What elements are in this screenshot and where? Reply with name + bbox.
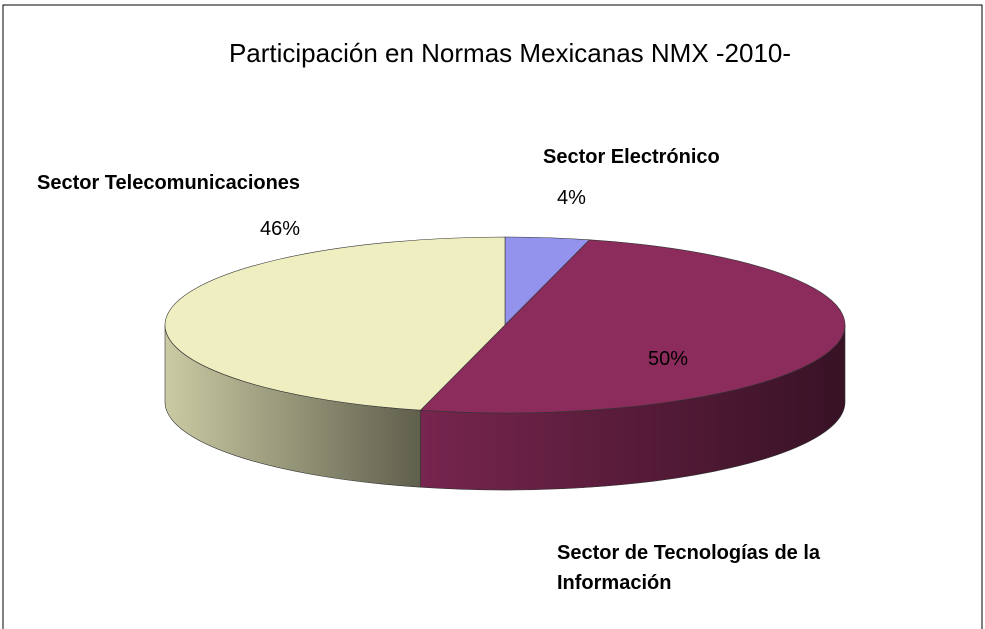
category-label: Sector de Tecnologías de la Información (557, 542, 821, 594)
chart-frame (2, 4, 983, 629)
category-label: Sector Electrónico (543, 146, 720, 168)
value-label: 50% (648, 348, 689, 370)
slice (419, 239, 845, 414)
chart-title: Participación en Normas Mexicanas NMX -2… (228, 38, 792, 68)
value-label: 46% (260, 218, 301, 240)
category-label: Sector Telecomunicaciones (37, 172, 301, 194)
slice (164, 236, 506, 411)
value-label: 4% (557, 187, 586, 209)
